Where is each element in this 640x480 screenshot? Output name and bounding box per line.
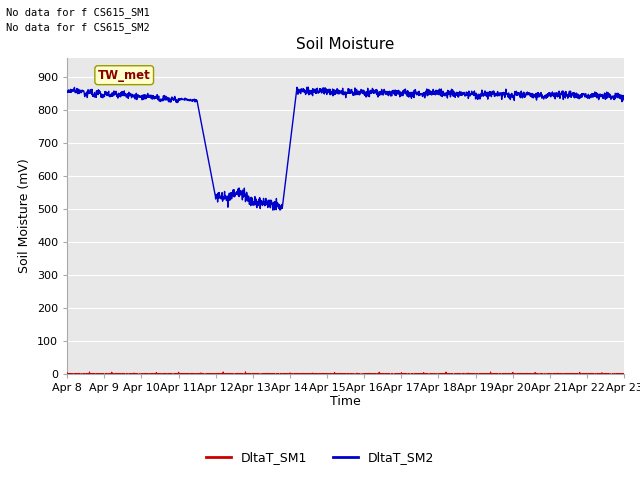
- Text: No data for f CS615_SM2: No data for f CS615_SM2: [6, 22, 150, 33]
- Text: No data for f CS615_SM1: No data for f CS615_SM1: [6, 7, 150, 18]
- Title: Soil Moisture: Soil Moisture: [296, 37, 395, 52]
- Legend: DltaT_SM1, DltaT_SM2: DltaT_SM1, DltaT_SM2: [201, 446, 439, 469]
- Text: TW_met: TW_met: [98, 69, 150, 82]
- Y-axis label: Soil Moisture (mV): Soil Moisture (mV): [19, 158, 31, 274]
- X-axis label: Time: Time: [330, 395, 361, 408]
